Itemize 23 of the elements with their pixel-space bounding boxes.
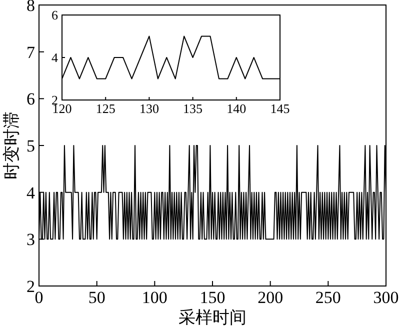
- x-tick-label: 130: [139, 101, 159, 116]
- y-tick-label: 8: [26, 0, 35, 15]
- y-tick-label: 3: [26, 230, 35, 250]
- y-tick-label: 6: [52, 8, 58, 23]
- x-tick-label: 125: [96, 101, 116, 116]
- x-tick-label: 145: [270, 101, 290, 116]
- x-axis-title: 采样时间: [178, 308, 246, 327]
- x-tick-label: 200: [258, 288, 284, 307]
- y-tick-label: 4: [26, 183, 36, 202]
- y-axis-title: 时变时滞: [2, 112, 21, 180]
- x-tick-label: 0: [34, 288, 44, 307]
- y-tick-label: 6: [26, 90, 35, 109]
- x-tick-label: 50: [88, 288, 106, 307]
- x-tick-label: 150: [200, 288, 226, 307]
- y-tick-label: 4: [52, 50, 58, 66]
- x-tick-label: 135: [183, 101, 203, 116]
- y-tick-label: 2: [26, 276, 35, 296]
- x-tick-label: 140: [226, 101, 246, 116]
- y-tick-label: 5: [26, 136, 35, 156]
- x-tick-label: 300: [373, 288, 399, 307]
- x-tick-label: 250: [315, 288, 341, 307]
- y-tick-label: 7: [26, 42, 36, 62]
- x-tick-label: 100: [142, 288, 168, 307]
